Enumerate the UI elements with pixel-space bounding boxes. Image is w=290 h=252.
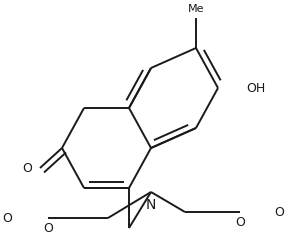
Text: O: O (274, 205, 284, 218)
Text: N: N (146, 198, 156, 212)
Text: O: O (235, 216, 245, 229)
Text: Me: Me (188, 4, 204, 14)
Text: O: O (43, 222, 53, 235)
Text: O: O (22, 162, 32, 174)
Text: OH: OH (246, 81, 265, 94)
Text: O: O (2, 211, 12, 225)
